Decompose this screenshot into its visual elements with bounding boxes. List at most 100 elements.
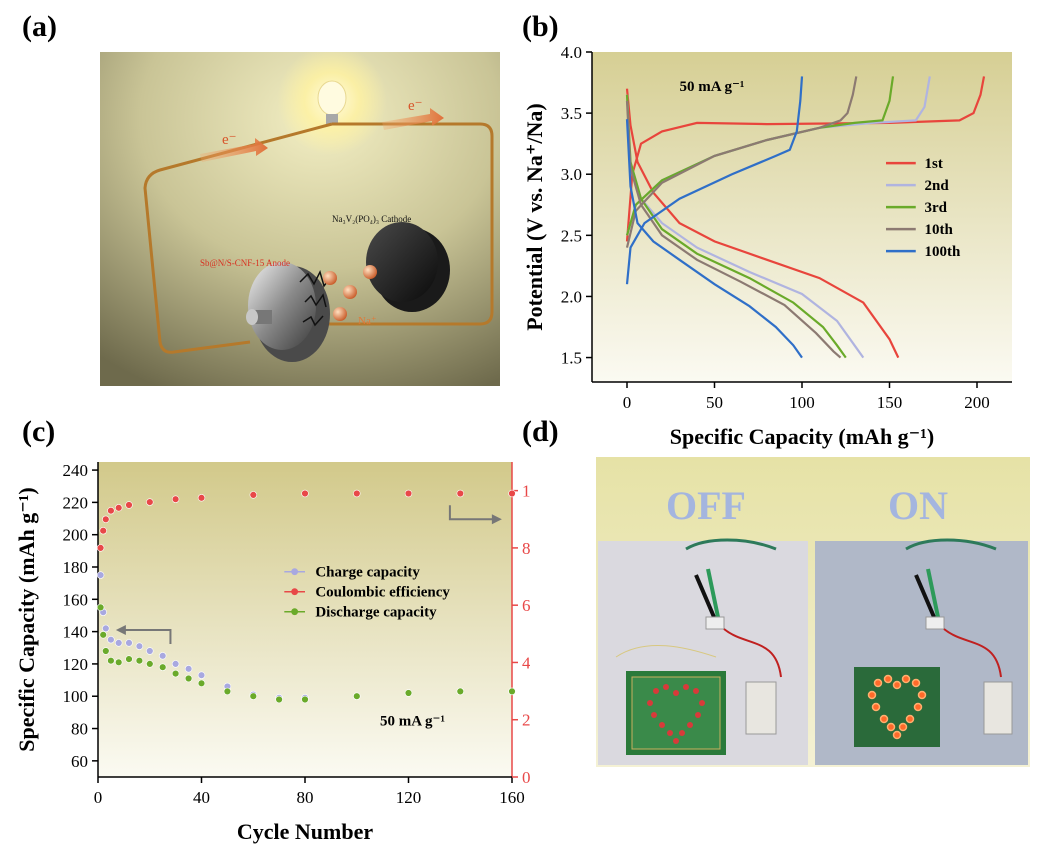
data-point-discharge-capacity: [404, 689, 413, 697]
legend-label-b: 100th: [925, 244, 961, 260]
x-tick-label-b: 200: [964, 393, 990, 412]
electron-label-left: e⁻: [222, 132, 237, 148]
data-point-charge-capacity: [107, 636, 115, 644]
data-point-discharge-capacity: [125, 655, 133, 663]
electron-arrow-left: e⁻: [200, 132, 268, 162]
plot-area-b: [592, 52, 1012, 382]
y-left-tick-label-c: 140: [63, 623, 89, 642]
data-point-discharge-capacity: [99, 631, 107, 639]
plot-area-c: [98, 462, 512, 777]
panel-b-label: (b): [522, 10, 559, 43]
data-point-coulombic-efficiency: [171, 495, 180, 503]
series-line-10th-discharge: [625, 100, 842, 359]
panel-a-label: (a): [22, 10, 57, 43]
series-line-100th-charge: [625, 76, 804, 285]
x-tick-label-c: 40: [193, 788, 210, 807]
data-point-discharge-capacity: [184, 674, 193, 683]
legend-label-b: 1st: [925, 156, 943, 172]
data-point-discharge-capacity: [96, 603, 105, 612]
off-label: OFF: [666, 483, 746, 528]
data-point-discharge-capacity: [159, 663, 167, 671]
data-point-charge-capacity: [197, 671, 206, 679]
y-right-tick-label-c: 40: [522, 653, 530, 672]
data-point-coulombic-efficiency: [197, 494, 206, 502]
legend-swatch-dot-c: [291, 588, 299, 596]
y-right-tick-label-c: 60: [522, 596, 530, 615]
y-left-axis-label-c: Specific Capacity (mAh g⁻¹): [14, 487, 39, 751]
series-line-3rd-discharge: [625, 94, 847, 359]
y-left-tick-label-c: 120: [63, 655, 89, 674]
y-tick-label-b: 3.5: [561, 104, 582, 123]
data-point-discharge-capacity: [107, 657, 115, 665]
anode-disk: [246, 262, 331, 362]
y-left-tick-label-c: 220: [63, 493, 89, 512]
y-right-tick-label-c: 0: [522, 768, 530, 787]
data-point-coulombic-efficiency: [301, 489, 309, 498]
x-axis-label-b: Specific Capacity (mAh g⁻¹): [670, 424, 934, 449]
data-point-charge-capacity: [184, 665, 193, 673]
anode-label: Sb@N/S-CNF-15 Anode: [200, 258, 290, 268]
data-point-coulombic-efficiency: [353, 489, 361, 498]
x-tick-label-c: 80: [297, 788, 314, 807]
panel-d-label: (d): [522, 415, 559, 448]
series-line-1st-discharge: [625, 88, 900, 359]
sodium-ions: [323, 265, 377, 321]
data-point-charge-capacity: [146, 647, 154, 655]
x-tick-label-c: 160: [499, 788, 525, 807]
light-bulb-icon: [317, 80, 347, 124]
data-point-discharge-capacity: [301, 695, 309, 704]
x-tick-label-b: 150: [877, 393, 903, 412]
data-point-discharge-capacity: [353, 692, 361, 700]
battery-schematic: e⁻ e⁻ Na₃V₂(PO₄)₃ Cathode Sb@N/S-CNF-15 …: [100, 52, 500, 386]
y-left-tick-label-c: 60: [71, 752, 88, 771]
cathode-disk: [366, 222, 450, 312]
x-tick-label-c: 0: [94, 788, 103, 807]
annotation-b: 50 mA g⁻¹: [680, 79, 745, 95]
on-photo: [815, 538, 1028, 765]
legend-label-b: 3rd: [925, 200, 948, 216]
data-point-discharge-capacity: [249, 692, 258, 700]
y-tick-label-b: 2.0: [561, 287, 582, 306]
y-left-tick-label-c: 180: [63, 558, 89, 577]
arrowhead-right: [491, 514, 502, 525]
arrow-left-axis: [123, 629, 172, 644]
y-left-tick-label-c: 200: [63, 526, 89, 545]
led-demo-photo: OFF ON: [596, 457, 1030, 767]
data-point-charge-capacity: [135, 642, 144, 650]
data-point-discharge-capacity: [223, 687, 232, 696]
y-left-tick-label-c: 240: [63, 461, 89, 480]
data-point-discharge-capacity: [114, 658, 123, 667]
y-tick-label-b: 3.0: [561, 165, 582, 184]
chart-b: 0 50 100 150 200 1.5 2.0 2.5 3.0 3.5 4.0 Specific C…: [522, 43, 1012, 449]
data-point-charge-capacity: [102, 624, 110, 633]
y-left-tick-label-c: 160: [63, 590, 89, 609]
x-axis-label-c: Cycle Number: [237, 819, 373, 844]
series-line-10th-charge: [625, 76, 858, 248]
annotation-c: 50 mA g⁻¹: [380, 713, 445, 729]
x-tick-label-b: 0: [623, 393, 632, 412]
y-tick-label-b: 4.0: [561, 43, 582, 62]
data-point-charge-capacity: [171, 660, 180, 668]
data-point-discharge-capacity: [171, 669, 180, 678]
data-point-coulombic-efficiency: [456, 489, 464, 498]
off-photo: [598, 538, 808, 765]
electron-label-right: e⁻: [408, 98, 423, 114]
y-tick-label-b: 1.5: [561, 349, 582, 368]
legend-swatch-dot-c: [291, 568, 299, 576]
data-point-discharge-capacity: [508, 687, 516, 696]
data-point-discharge-capacity: [197, 679, 206, 688]
circuit-wire: [275, 122, 494, 326]
data-point-coulombic-efficiency: [404, 489, 413, 498]
legend-label-c: Coulombic efficiency: [315, 585, 450, 601]
legend-label-b: 10th: [925, 222, 954, 238]
data-point-coulombic-efficiency: [102, 515, 110, 524]
y-right-tick-label-c: 20: [522, 711, 530, 730]
chart-c: 0 40 80 120 160 60 80 100 120 140 160 180 200 220 240 0…: [14, 461, 530, 844]
arrowhead-left: [115, 625, 126, 635]
data-point-coulombic-efficiency: [146, 498, 154, 506]
data-point-coulombic-efficiency: [114, 504, 123, 512]
legend-label-c: Discharge capacity: [315, 605, 437, 621]
legend-swatch-dot-c: [291, 608, 299, 616]
data-point-discharge-capacity: [275, 695, 283, 704]
y-right-tick-label-c: 100: [522, 482, 530, 501]
